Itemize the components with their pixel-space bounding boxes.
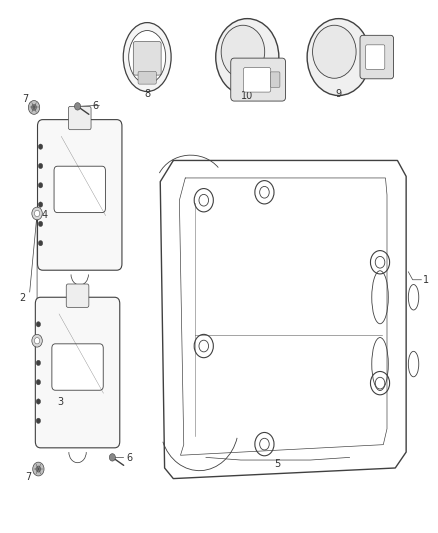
Ellipse shape (313, 25, 356, 78)
FancyBboxPatch shape (360, 35, 393, 79)
Circle shape (39, 183, 43, 188)
Text: 8: 8 (144, 88, 150, 99)
Circle shape (35, 337, 40, 344)
FancyBboxPatch shape (366, 45, 385, 69)
Circle shape (36, 399, 41, 404)
Ellipse shape (123, 22, 171, 92)
FancyBboxPatch shape (38, 119, 122, 270)
FancyBboxPatch shape (244, 68, 271, 92)
Circle shape (39, 202, 43, 207)
Circle shape (74, 103, 81, 110)
Text: 10: 10 (241, 91, 254, 101)
Ellipse shape (129, 30, 166, 84)
Circle shape (39, 221, 43, 227)
Text: 9: 9 (336, 89, 342, 99)
FancyBboxPatch shape (52, 344, 103, 390)
Ellipse shape (408, 351, 419, 377)
Circle shape (39, 144, 43, 149)
Circle shape (36, 418, 41, 423)
Ellipse shape (221, 25, 265, 78)
Circle shape (36, 466, 41, 472)
Text: 3: 3 (57, 397, 63, 407)
Circle shape (39, 240, 43, 246)
Text: 6: 6 (92, 101, 98, 111)
Circle shape (36, 379, 41, 385)
Circle shape (35, 211, 40, 216)
FancyBboxPatch shape (231, 58, 286, 101)
Circle shape (32, 104, 37, 110)
Circle shape (36, 341, 41, 346)
Text: 2: 2 (19, 293, 25, 303)
FancyBboxPatch shape (68, 107, 91, 130)
Circle shape (28, 101, 40, 114)
FancyBboxPatch shape (133, 42, 161, 75)
Circle shape (110, 454, 116, 461)
Ellipse shape (216, 19, 279, 95)
FancyBboxPatch shape (54, 166, 106, 213)
Circle shape (32, 334, 42, 347)
Circle shape (36, 360, 41, 366)
FancyBboxPatch shape (138, 71, 156, 84)
FancyBboxPatch shape (270, 72, 280, 87)
Text: 7: 7 (25, 472, 32, 482)
Circle shape (32, 207, 42, 220)
FancyBboxPatch shape (35, 297, 120, 448)
FancyBboxPatch shape (66, 284, 89, 308)
Circle shape (36, 321, 41, 327)
Text: 6: 6 (127, 454, 133, 463)
Ellipse shape (307, 19, 370, 95)
Text: 7: 7 (22, 94, 28, 104)
Circle shape (33, 462, 44, 476)
Ellipse shape (408, 285, 419, 310)
Text: 5: 5 (275, 459, 281, 469)
Text: 1: 1 (423, 274, 429, 285)
Circle shape (39, 163, 43, 168)
Text: 4: 4 (42, 209, 48, 220)
